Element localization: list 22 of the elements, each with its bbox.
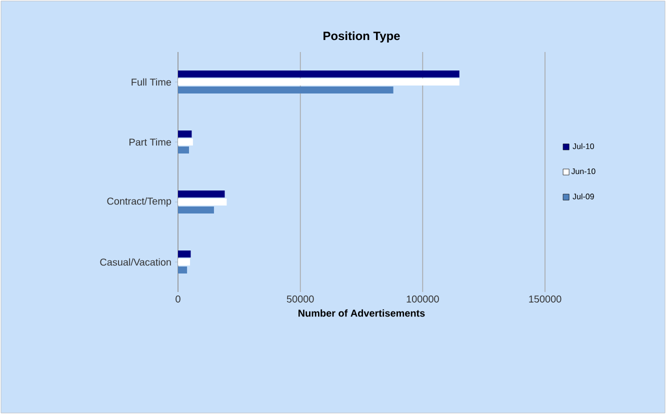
bar xyxy=(178,130,192,138)
y-tick-label: Part Time xyxy=(129,138,172,146)
bar xyxy=(178,146,190,154)
bar xyxy=(178,198,227,206)
bar xyxy=(178,258,190,266)
chart-title: Position Type xyxy=(324,31,400,43)
x-axis-title: Number of Advertisements xyxy=(298,309,425,317)
bar xyxy=(178,250,191,258)
x-tick-label: 150000 xyxy=(529,296,562,303)
bar xyxy=(178,206,214,214)
bar xyxy=(178,78,460,86)
y-tick-label: Full Time xyxy=(132,78,172,86)
bar xyxy=(178,138,193,146)
y-tick-label: Contract/Temp xyxy=(107,197,172,207)
bar xyxy=(178,70,460,78)
bar xyxy=(178,190,225,198)
bar xyxy=(178,86,394,94)
bar xyxy=(178,266,188,274)
x-tick-label: 0 xyxy=(176,296,180,303)
x-tick-label: 50000 xyxy=(286,296,314,303)
x-tick-label: 100000 xyxy=(406,296,439,303)
y-tick-label: Casual/Vacation xyxy=(100,258,171,266)
